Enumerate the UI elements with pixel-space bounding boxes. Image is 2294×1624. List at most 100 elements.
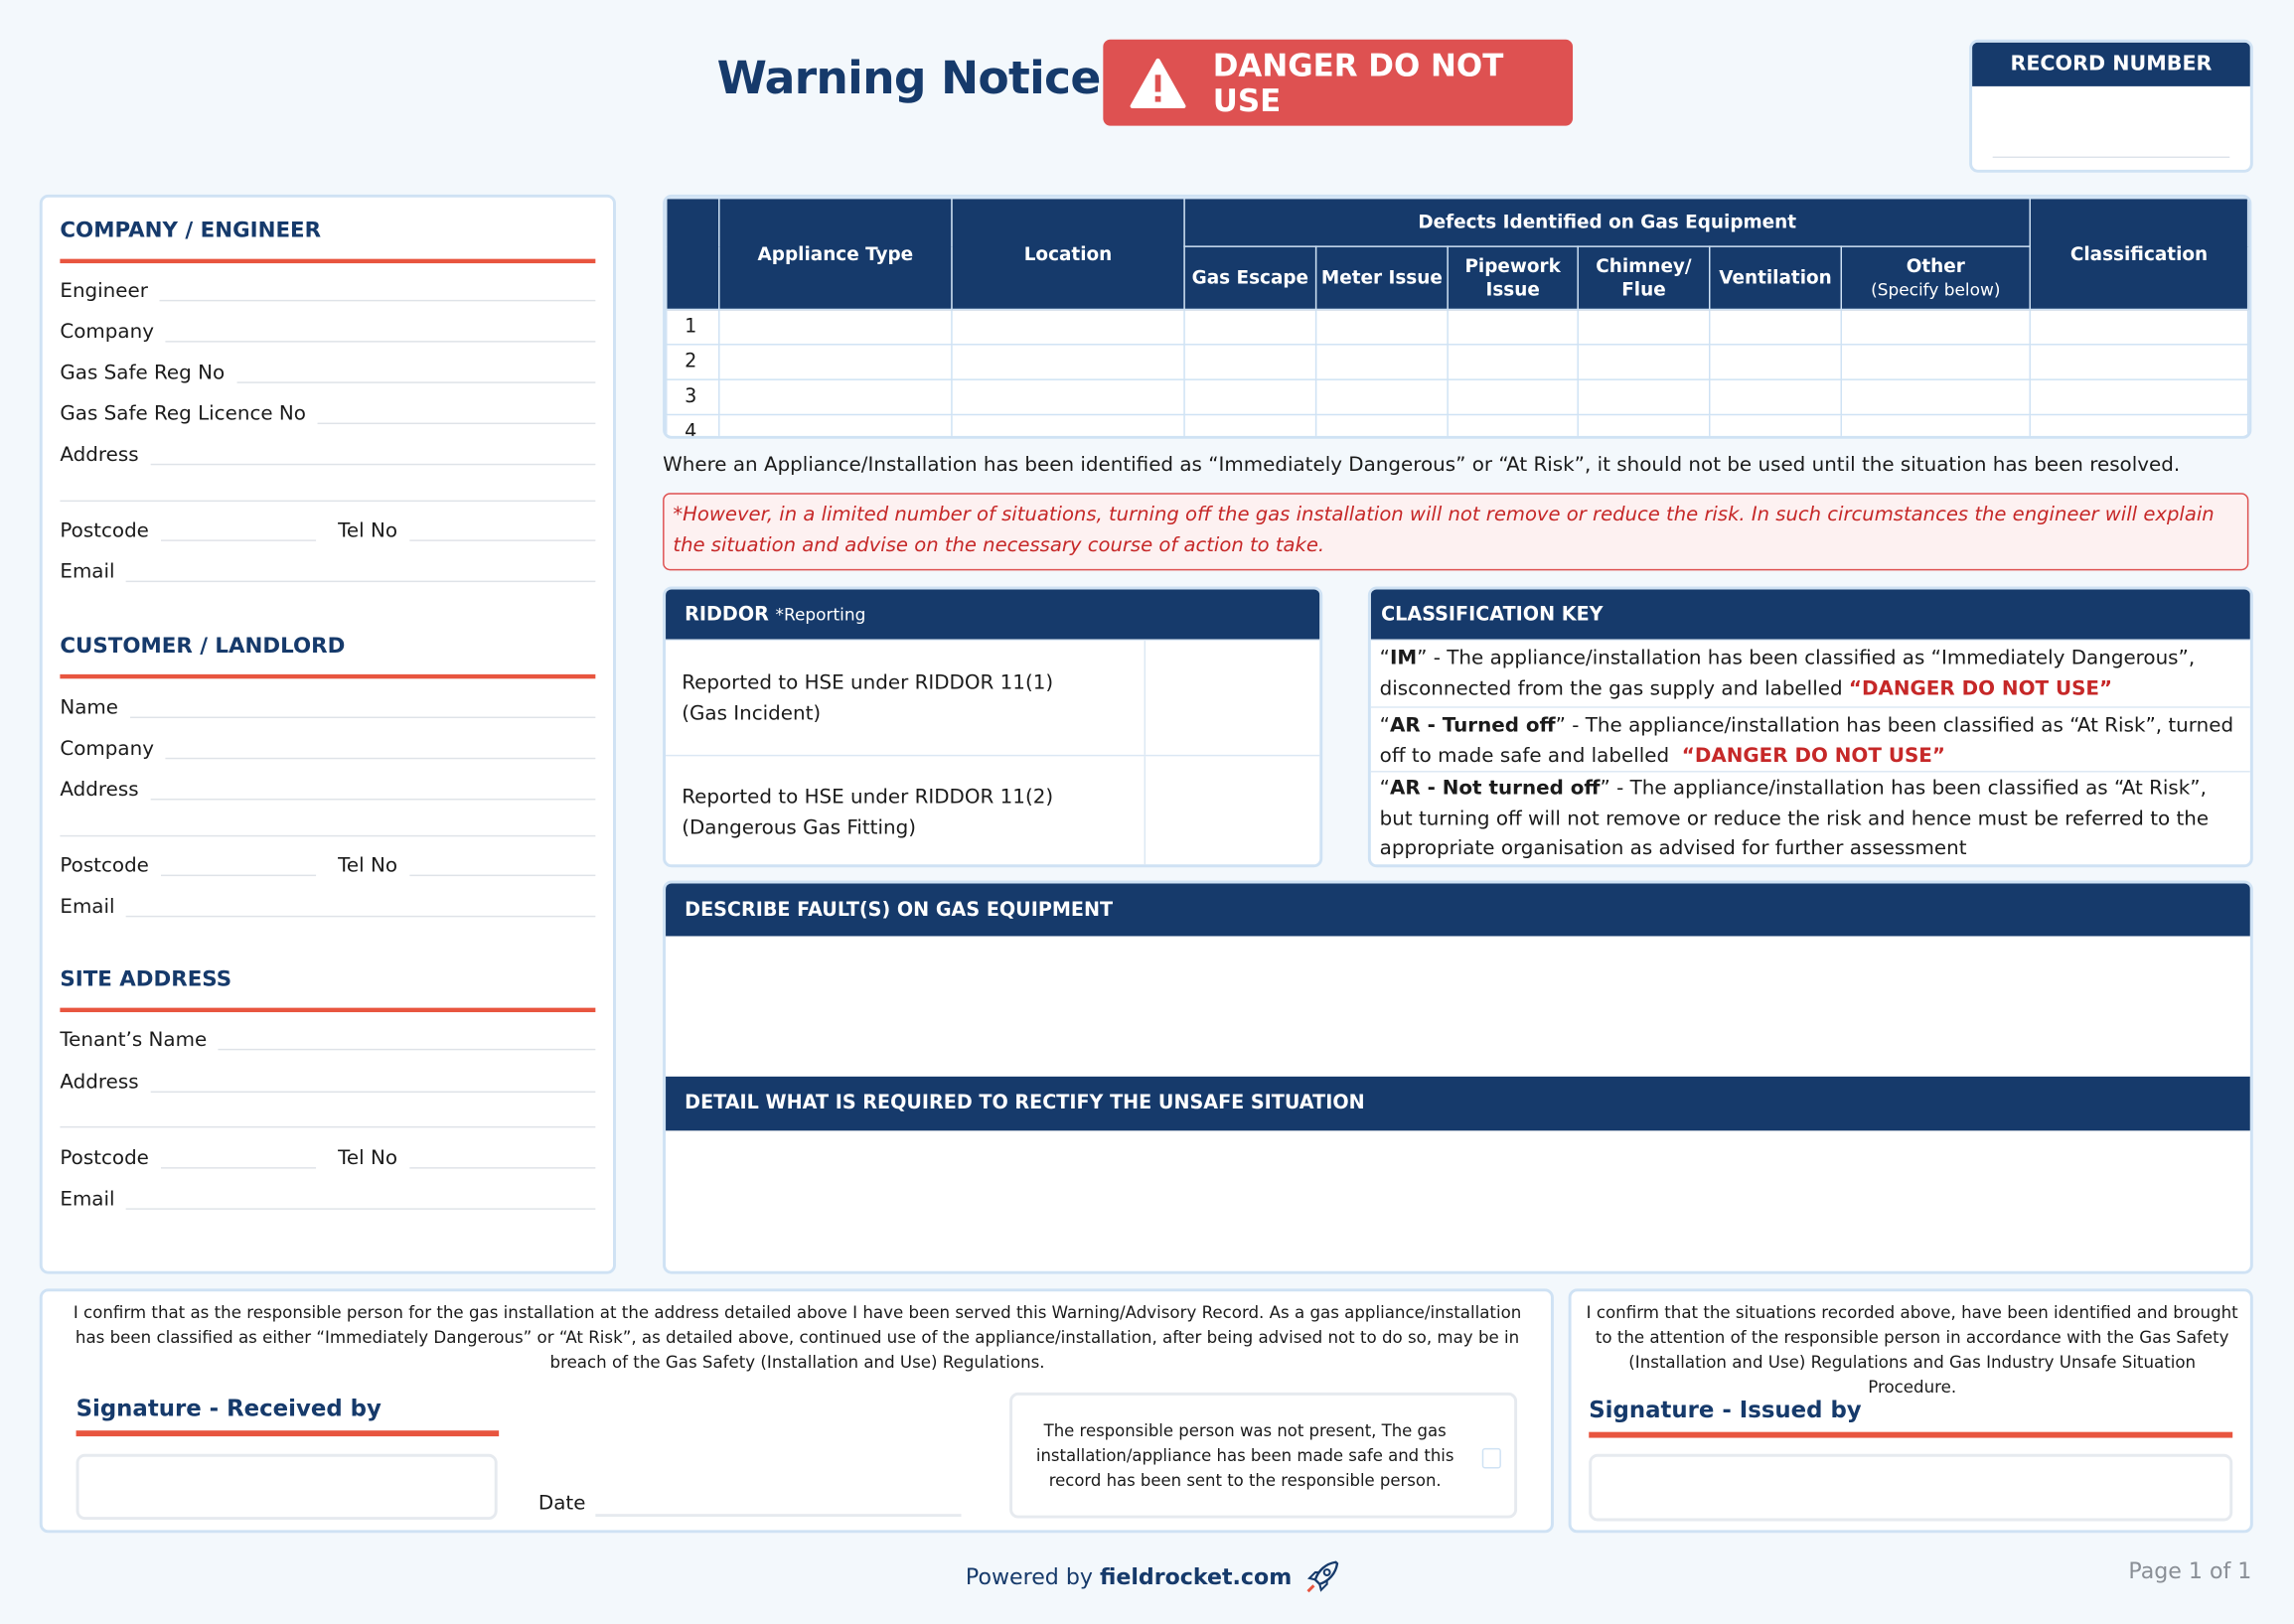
- email-field[interactable]: Email: [60, 892, 596, 919]
- describe-fault-input[interactable]: [666, 936, 2250, 1076]
- email-field[interactable]: Email: [60, 1185, 596, 1211]
- table-cell[interactable]: [1314, 413, 1449, 436]
- gas-safe-reg-field[interactable]: Gas Safe Reg No: [60, 359, 596, 385]
- brand-link[interactable]: fieldrocket.com: [1100, 1563, 1293, 1590]
- not-present-text: The responsible person was not present, …: [1035, 1421, 1454, 1491]
- address-field[interactable]: Address: [60, 1068, 596, 1095]
- table-cell[interactable]: [1708, 344, 1843, 380]
- table-cell[interactable]: [718, 413, 953, 436]
- table-cell[interactable]: [1183, 344, 1317, 380]
- riddor-heading: RIDDOR: [685, 603, 769, 626]
- company-engineer-heading: COMPANY / ENGINEER: [60, 219, 322, 243]
- table-cell[interactable]: [718, 378, 953, 416]
- powered-by-text: Powered by: [965, 1563, 1093, 1590]
- table-cell[interactable]: [1183, 413, 1317, 436]
- table-cell[interactable]: [1447, 344, 1579, 380]
- tel-field[interactable]: Tel No: [338, 1144, 596, 1170]
- divider: [60, 673, 596, 679]
- record-number-label: RECORD NUMBER: [1972, 42, 2250, 86]
- not-present-box: The responsible person was not present, …: [1009, 1392, 1518, 1519]
- table-cell[interactable]: [1840, 378, 2032, 416]
- divider: [60, 1007, 596, 1013]
- danger-label: DANGER DO NOT USE: [1212, 47, 1504, 118]
- table-cell[interactable]: [1577, 344, 1711, 380]
- field-label: Tel No: [338, 518, 398, 543]
- not-present-checkbox[interactable]: [1481, 1447, 1501, 1469]
- gas-safe-licence-field[interactable]: Gas Safe Reg Licence No: [60, 399, 596, 426]
- table-row: 4: [666, 413, 2249, 436]
- page-title: Warning Notice: [716, 53, 1102, 106]
- address-field[interactable]: Address: [60, 775, 596, 802]
- table-cell[interactable]: [2029, 308, 2249, 346]
- table-cell[interactable]: [1708, 413, 1843, 436]
- address-line-2[interactable]: [60, 1103, 596, 1129]
- table-cell[interactable]: [1447, 308, 1579, 346]
- key-item-ar-turned-off: “AR - Turned off” - The appliance/instal…: [1370, 706, 2250, 771]
- engineer-field[interactable]: Engineer: [60, 276, 596, 303]
- rectify-input[interactable]: [666, 1130, 2250, 1270]
- table-cell[interactable]: [1314, 344, 1449, 380]
- table-cell[interactable]: [1840, 413, 2032, 436]
- table-cell[interactable]: [1577, 378, 1711, 416]
- tel-field[interactable]: Tel No: [338, 851, 596, 878]
- record-number-box[interactable]: RECORD NUMBER: [1969, 39, 2253, 173]
- riddor-box: RIDDOR *Reporting Reported to HSE under …: [663, 586, 1323, 868]
- table-cell[interactable]: [951, 344, 1185, 380]
- info-text: Where an Appliance/Installation has been…: [663, 453, 2181, 478]
- table-cell[interactable]: [718, 308, 953, 346]
- address-line-2[interactable]: [60, 812, 596, 838]
- classification-header: Classification: [2029, 197, 2249, 311]
- table-cell[interactable]: [1314, 378, 1449, 416]
- other-header: Other (Specify below): [1840, 245, 2032, 311]
- table-cell[interactable]: [1840, 308, 2032, 346]
- postcode-field[interactable]: Postcode: [60, 851, 317, 878]
- table-cell[interactable]: [1708, 378, 1843, 416]
- field-label: Postcode: [60, 518, 149, 543]
- defects-group-header: Defects Identified on Gas Equipment: [1183, 197, 2032, 247]
- table-cell[interactable]: [718, 344, 953, 380]
- customer-landlord-heading: CUSTOMER / LANDLORD: [60, 635, 346, 659]
- pipework-issue-header: Pipework Issue: [1447, 245, 1579, 311]
- table-cell[interactable]: [1708, 308, 1843, 346]
- name-field[interactable]: Name: [60, 693, 596, 720]
- riddor-value-cell[interactable]: [1144, 756, 1147, 865]
- signature-received-input[interactable]: [76, 1453, 498, 1521]
- date-input[interactable]: [595, 1514, 962, 1518]
- field-label: Postcode: [60, 853, 149, 878]
- table-cell[interactable]: [2029, 413, 2249, 436]
- table-cell[interactable]: [2029, 344, 2249, 380]
- table-cell[interactable]: [951, 378, 1185, 416]
- table-cell[interactable]: [1447, 378, 1579, 416]
- company-field[interactable]: Company: [60, 734, 596, 761]
- postcode-field[interactable]: Postcode: [60, 1144, 317, 1170]
- email-field[interactable]: Email: [60, 557, 596, 584]
- ventilation-header: Ventilation: [1708, 245, 1843, 311]
- riddor-header: RIDDOR *Reporting: [666, 589, 1320, 640]
- riddor-value-cell[interactable]: [1144, 640, 1147, 755]
- tel-field[interactable]: Tel No: [338, 517, 596, 543]
- table-cell[interactable]: [951, 413, 1185, 436]
- riddor-row-11-2: Reported to HSE under RIDDOR 11(2) (Dange…: [666, 754, 1320, 865]
- table-cell[interactable]: [1314, 308, 1449, 346]
- signature-issued-input[interactable]: [1589, 1453, 2233, 1522]
- table-cell[interactable]: [951, 308, 1185, 346]
- tenant-name-field[interactable]: Tenant’s Name: [60, 1025, 596, 1052]
- table-cell[interactable]: [1577, 413, 1711, 436]
- field-label: Gas Safe Reg Licence No: [60, 401, 306, 426]
- field-label: Gas Safe Reg No: [60, 361, 226, 385]
- address-line-2[interactable]: [60, 477, 596, 504]
- riddor-label: Reported to HSE under RIDDOR 11(1) (Gas I…: [682, 670, 1054, 725]
- table-cell[interactable]: [1840, 344, 2032, 380]
- company-field[interactable]: Company: [60, 318, 596, 344]
- table-cell[interactable]: [1447, 413, 1579, 436]
- table-cell[interactable]: [1183, 378, 1317, 416]
- field-label: Tel No: [338, 853, 398, 878]
- appliance-table: Appliance Type Location Defects Identifi…: [663, 194, 2252, 439]
- table-cell[interactable]: [1183, 308, 1317, 346]
- table-cell[interactable]: [2029, 378, 2249, 416]
- address-field[interactable]: Address: [60, 440, 596, 467]
- other-label: Other: [1906, 254, 1965, 277]
- table-cell[interactable]: [1577, 308, 1711, 346]
- meter-issue-header: Meter Issue: [1314, 245, 1449, 311]
- postcode-field[interactable]: Postcode: [60, 517, 317, 543]
